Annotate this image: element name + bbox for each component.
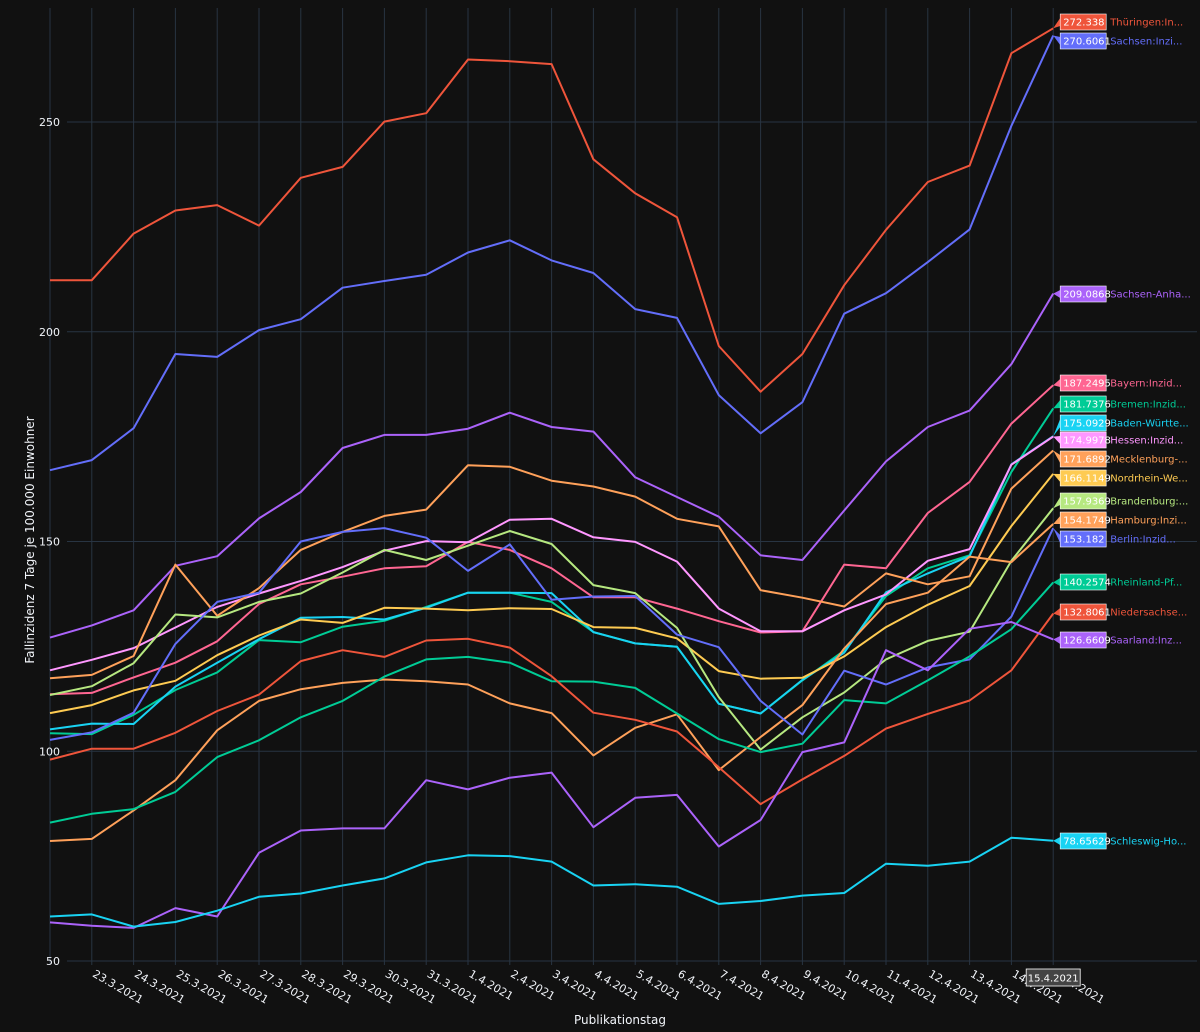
x-tick-label: 7.4.2021 xyxy=(717,967,766,1003)
hover-value: 270.6061 xyxy=(1063,37,1111,48)
x-tick-label: 2.4.2021 xyxy=(508,967,557,1003)
hover-value: 166.1149 xyxy=(1063,474,1111,485)
grid xyxy=(49,8,1197,965)
hover-series-name: Baden-Württe... xyxy=(1110,419,1189,430)
series-line[interactable] xyxy=(49,473,1054,715)
hover-label: 154.1749 Hamburg:Inzi... xyxy=(1053,511,1187,529)
y-tick-label: 50 xyxy=(46,955,60,968)
hover-label: 171.6892 Mecklenburg-... xyxy=(1053,450,1188,468)
hover-label: 140.2574 Rheinland-Pf... xyxy=(1053,573,1182,591)
series-line[interactable] xyxy=(49,384,1054,696)
x-tick-label: 8.4.2021 xyxy=(759,967,808,1003)
hover-value: 171.6892 xyxy=(1063,455,1111,466)
hover-series-name: Bremen:Inzid... xyxy=(1110,400,1186,411)
hover-label: 78.65629 Schleswig-Ho... xyxy=(1053,832,1186,850)
series-line[interactable] xyxy=(49,527,1055,741)
hover-label: 126.6609 Saarland:Inz... xyxy=(1053,631,1182,649)
series-line[interactable] xyxy=(49,613,1055,806)
hover-value: 157.9369 xyxy=(1063,497,1111,508)
hover-series-name: Bayern:Inzid... xyxy=(1110,379,1182,390)
series-line[interactable] xyxy=(49,621,1054,929)
series-line[interactable] xyxy=(49,523,1054,842)
x-tick-label: 5.4.2021 xyxy=(634,967,683,1003)
hover-series-name: Sachsen-Anha... xyxy=(1110,290,1191,301)
series-line[interactable] xyxy=(49,449,1054,680)
series-line[interactable] xyxy=(50,27,1054,393)
hover-value: 209.0868 xyxy=(1063,290,1111,301)
series-lines[interactable] xyxy=(49,27,1055,929)
hover-value: 126.6609 xyxy=(1063,636,1111,647)
hover-label: 181.7376 Bremen:Inzid... xyxy=(1053,395,1186,413)
hover-label: 174.9978 Hessen:Inzid... xyxy=(1053,431,1183,449)
hover-value: 132.8061 xyxy=(1063,608,1111,619)
series-line[interactable] xyxy=(49,581,1054,824)
y-axis: 50 100 150 200 250 xyxy=(39,116,60,968)
hover-series-name: Thüringen:In... xyxy=(1109,18,1183,29)
hover-series-name: Hessen:Inzid... xyxy=(1110,436,1183,447)
hover-labels: 272.338 Thüringen:In... 270.6061 Sachsen:In… xyxy=(1025,13,1191,987)
hover-value: 78.65629 xyxy=(1063,837,1111,848)
x-tick-label: 9.4.2021 xyxy=(801,967,850,1003)
hover-series-name: Brandenburg:... xyxy=(1110,497,1188,508)
hover-value: 272.338 xyxy=(1063,18,1104,29)
x-axis: 23.3.202124.3.202125.3.202126.3.202127.3… xyxy=(90,967,1106,1006)
x-tick-label: 3.4.2021 xyxy=(550,967,599,1003)
series-line[interactable] xyxy=(49,435,1054,672)
hover-series-name: Hamburg:Inzi... xyxy=(1110,516,1187,527)
hover-value: 181.7376 xyxy=(1063,400,1111,411)
svg-text:15.4.2021: 15.4.2021 xyxy=(1028,974,1079,985)
y-tick-label: 100 xyxy=(39,745,60,758)
hover-label: 187.2495 Bayern:Inzid... xyxy=(1053,374,1182,392)
hover-label: 166.1149 Nordrhein-We... xyxy=(1053,469,1188,487)
y-axis-title: Fallinzidenz 7 Tage je 100.000 Einwohner xyxy=(23,416,37,663)
hover-series-name: Saarland:Inz... xyxy=(1110,636,1182,647)
series-line[interactable] xyxy=(49,407,1055,736)
hover-value: 153.182 xyxy=(1063,535,1104,546)
hover-label: 175.0929 Baden-Württe... xyxy=(1053,414,1189,437)
hover-series-name: Rheinland-Pf... xyxy=(1110,578,1182,589)
hover-value: 140.2574 xyxy=(1063,578,1111,589)
hover-series-name: Schleswig-Ho... xyxy=(1110,837,1186,848)
series-line[interactable] xyxy=(49,35,1055,472)
hover-label: 132.8061 Niedersachse... xyxy=(1053,603,1187,621)
hover-label: 270.6061 Sachsen:Inzi... xyxy=(1053,32,1182,50)
series-line[interactable] xyxy=(49,435,1054,731)
hover-label: 157.9369 Brandenburg:... xyxy=(1053,492,1188,510)
hover-value: 174.9978 xyxy=(1063,436,1111,447)
hover-value: 154.1749 xyxy=(1063,516,1111,527)
y-tick-label: 200 xyxy=(39,326,60,339)
series-line[interactable] xyxy=(49,507,1054,751)
x-tick-label: 6.4.2021 xyxy=(676,967,725,1003)
hover-x-label: 15.4.2021 xyxy=(1025,968,1081,987)
hover-label: 272.338 Thüringen:In... xyxy=(1053,13,1183,31)
hover-label: 153.182 Berlin:Inzid... xyxy=(1053,528,1176,548)
hover-series-name: Nordrhein-We... xyxy=(1110,474,1188,485)
hover-series-name: Mecklenburg-... xyxy=(1110,455,1187,466)
hover-label: 209.0868 Sachsen-Anha... xyxy=(1053,285,1191,303)
hover-value: 175.0929 xyxy=(1063,419,1111,430)
hover-series-name: Niedersachse... xyxy=(1110,608,1187,619)
hover-series-name: Sachsen:Inzi... xyxy=(1110,37,1182,48)
series-line[interactable] xyxy=(49,293,1055,639)
series-line[interactable] xyxy=(49,836,1054,928)
x-tick-label: 4.4.2021 xyxy=(592,967,641,1003)
x-axis-title: Publikationstag xyxy=(574,1013,666,1027)
hover-value: 187.2495 xyxy=(1063,379,1111,390)
y-tick-label: 250 xyxy=(39,116,60,129)
hover-series-name: Berlin:Inzid... xyxy=(1110,535,1176,546)
y-tick-label: 150 xyxy=(39,536,60,549)
